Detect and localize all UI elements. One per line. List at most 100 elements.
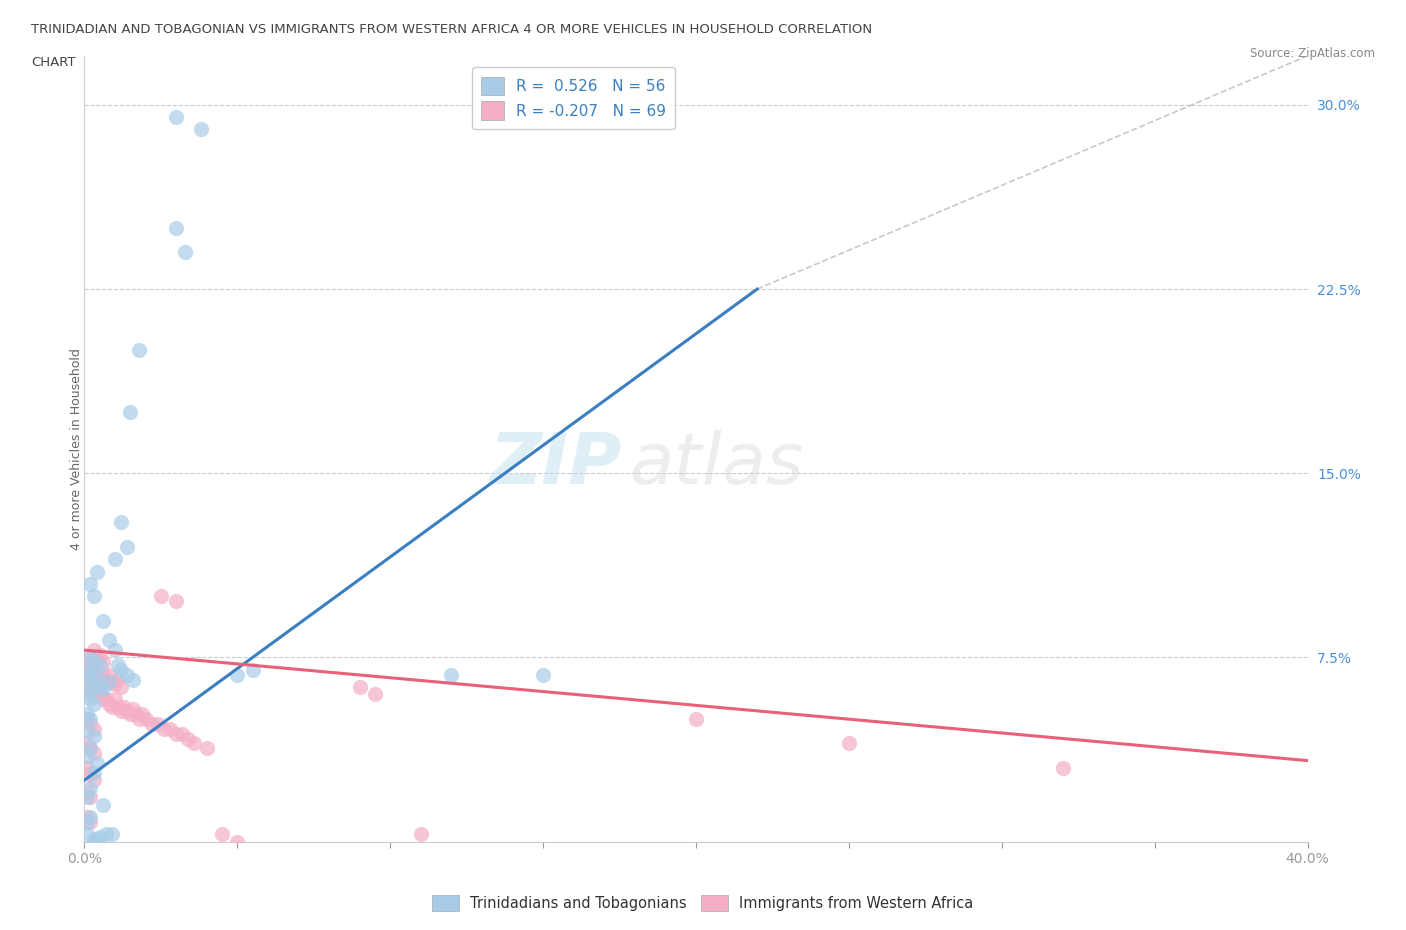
Point (685, 711, 707, 726)
Point (409, 827, 432, 842)
Text: Source: ZipAtlas.com: Source: ZipAtlas.com (1250, 46, 1375, 60)
Point (177, 731, 200, 746)
Point (83, 765, 105, 780)
Point (146, 716, 169, 731)
Point (83, 589, 105, 604)
Text: CHART: CHART (31, 56, 76, 69)
Point (101, 699, 124, 714)
Point (128, 343, 150, 358)
Point (83, 831, 105, 846)
Text: atlas: atlas (628, 430, 803, 498)
Point (115, 539, 138, 554)
Point (125, 707, 148, 722)
Point (89, 658, 111, 672)
Point (91, 797, 114, 812)
Legend: Trinidadians and Tobagonians, Immigrants from Western Africa: Trinidadians and Tobagonians, Immigrants… (425, 887, 981, 918)
Point (242, 662, 264, 677)
Point (83, 728, 105, 743)
Point (165, 726, 187, 741)
Point (86, 755, 108, 770)
Point (79, 810, 101, 825)
Point (128, 711, 150, 726)
Point (165, 220, 187, 235)
Point (97, 632, 120, 647)
Point (94, 827, 117, 842)
Point (79, 682, 101, 697)
Point (79, 650, 101, 665)
Point (120, 707, 142, 722)
Point (86, 834, 108, 849)
Text: ZIP: ZIP (491, 430, 623, 498)
Point (91, 692, 114, 707)
Point (76, 761, 98, 776)
Point (76, 749, 98, 764)
Point (122, 701, 145, 716)
Point (115, 667, 138, 682)
Point (76, 667, 98, 682)
Point (76, 736, 98, 751)
Point (94, 672, 117, 687)
Point (110, 704, 132, 719)
Legend: R =  0.526   N = 56, R = -0.207   N = 69: R = 0.526 N = 56, R = -0.207 N = 69 (472, 67, 675, 129)
Point (226, 834, 249, 849)
Point (159, 722, 181, 737)
Point (149, 589, 172, 604)
Point (226, 667, 249, 682)
Point (83, 660, 105, 675)
Point (86, 682, 108, 697)
Point (112, 699, 135, 714)
Point (104, 692, 127, 707)
Point (76, 658, 98, 672)
Point (79, 692, 101, 707)
Point (101, 674, 124, 689)
Point (107, 699, 129, 714)
Point (79, 716, 101, 731)
Point (83, 643, 105, 658)
Point (79, 662, 101, 677)
Point (91, 613, 114, 628)
Point (76, 662, 98, 677)
Point (76, 707, 98, 722)
Point (165, 110, 187, 125)
Point (79, 741, 101, 756)
Point (122, 672, 145, 687)
Point (76, 790, 98, 804)
Point (97, 667, 120, 682)
Point (83, 746, 105, 761)
Point (364, 687, 387, 702)
Point (76, 827, 98, 842)
Point (195, 741, 218, 756)
Point (89, 647, 111, 662)
Point (349, 680, 371, 695)
Point (110, 515, 132, 530)
Point (531, 667, 554, 682)
Point (86, 653, 108, 668)
Point (86, 667, 108, 682)
Point (79, 815, 101, 830)
Point (141, 716, 163, 731)
Point (79, 790, 101, 804)
Point (76, 674, 98, 689)
Point (83, 773, 105, 788)
Point (211, 827, 233, 842)
Point (1052, 761, 1074, 776)
Point (91, 667, 114, 682)
Point (97, 697, 120, 711)
Point (174, 245, 197, 259)
Point (76, 815, 98, 830)
Point (83, 680, 105, 695)
Point (104, 551, 127, 566)
Point (79, 577, 101, 591)
Point (86, 565, 108, 579)
Point (165, 593, 187, 608)
Point (86, 667, 108, 682)
Point (79, 650, 101, 665)
Point (104, 643, 127, 658)
Point (110, 680, 132, 695)
Point (89, 687, 111, 702)
Point (89, 830, 111, 844)
Point (79, 667, 101, 682)
Point (83, 722, 105, 737)
Point (83, 655, 105, 670)
Point (120, 405, 142, 419)
